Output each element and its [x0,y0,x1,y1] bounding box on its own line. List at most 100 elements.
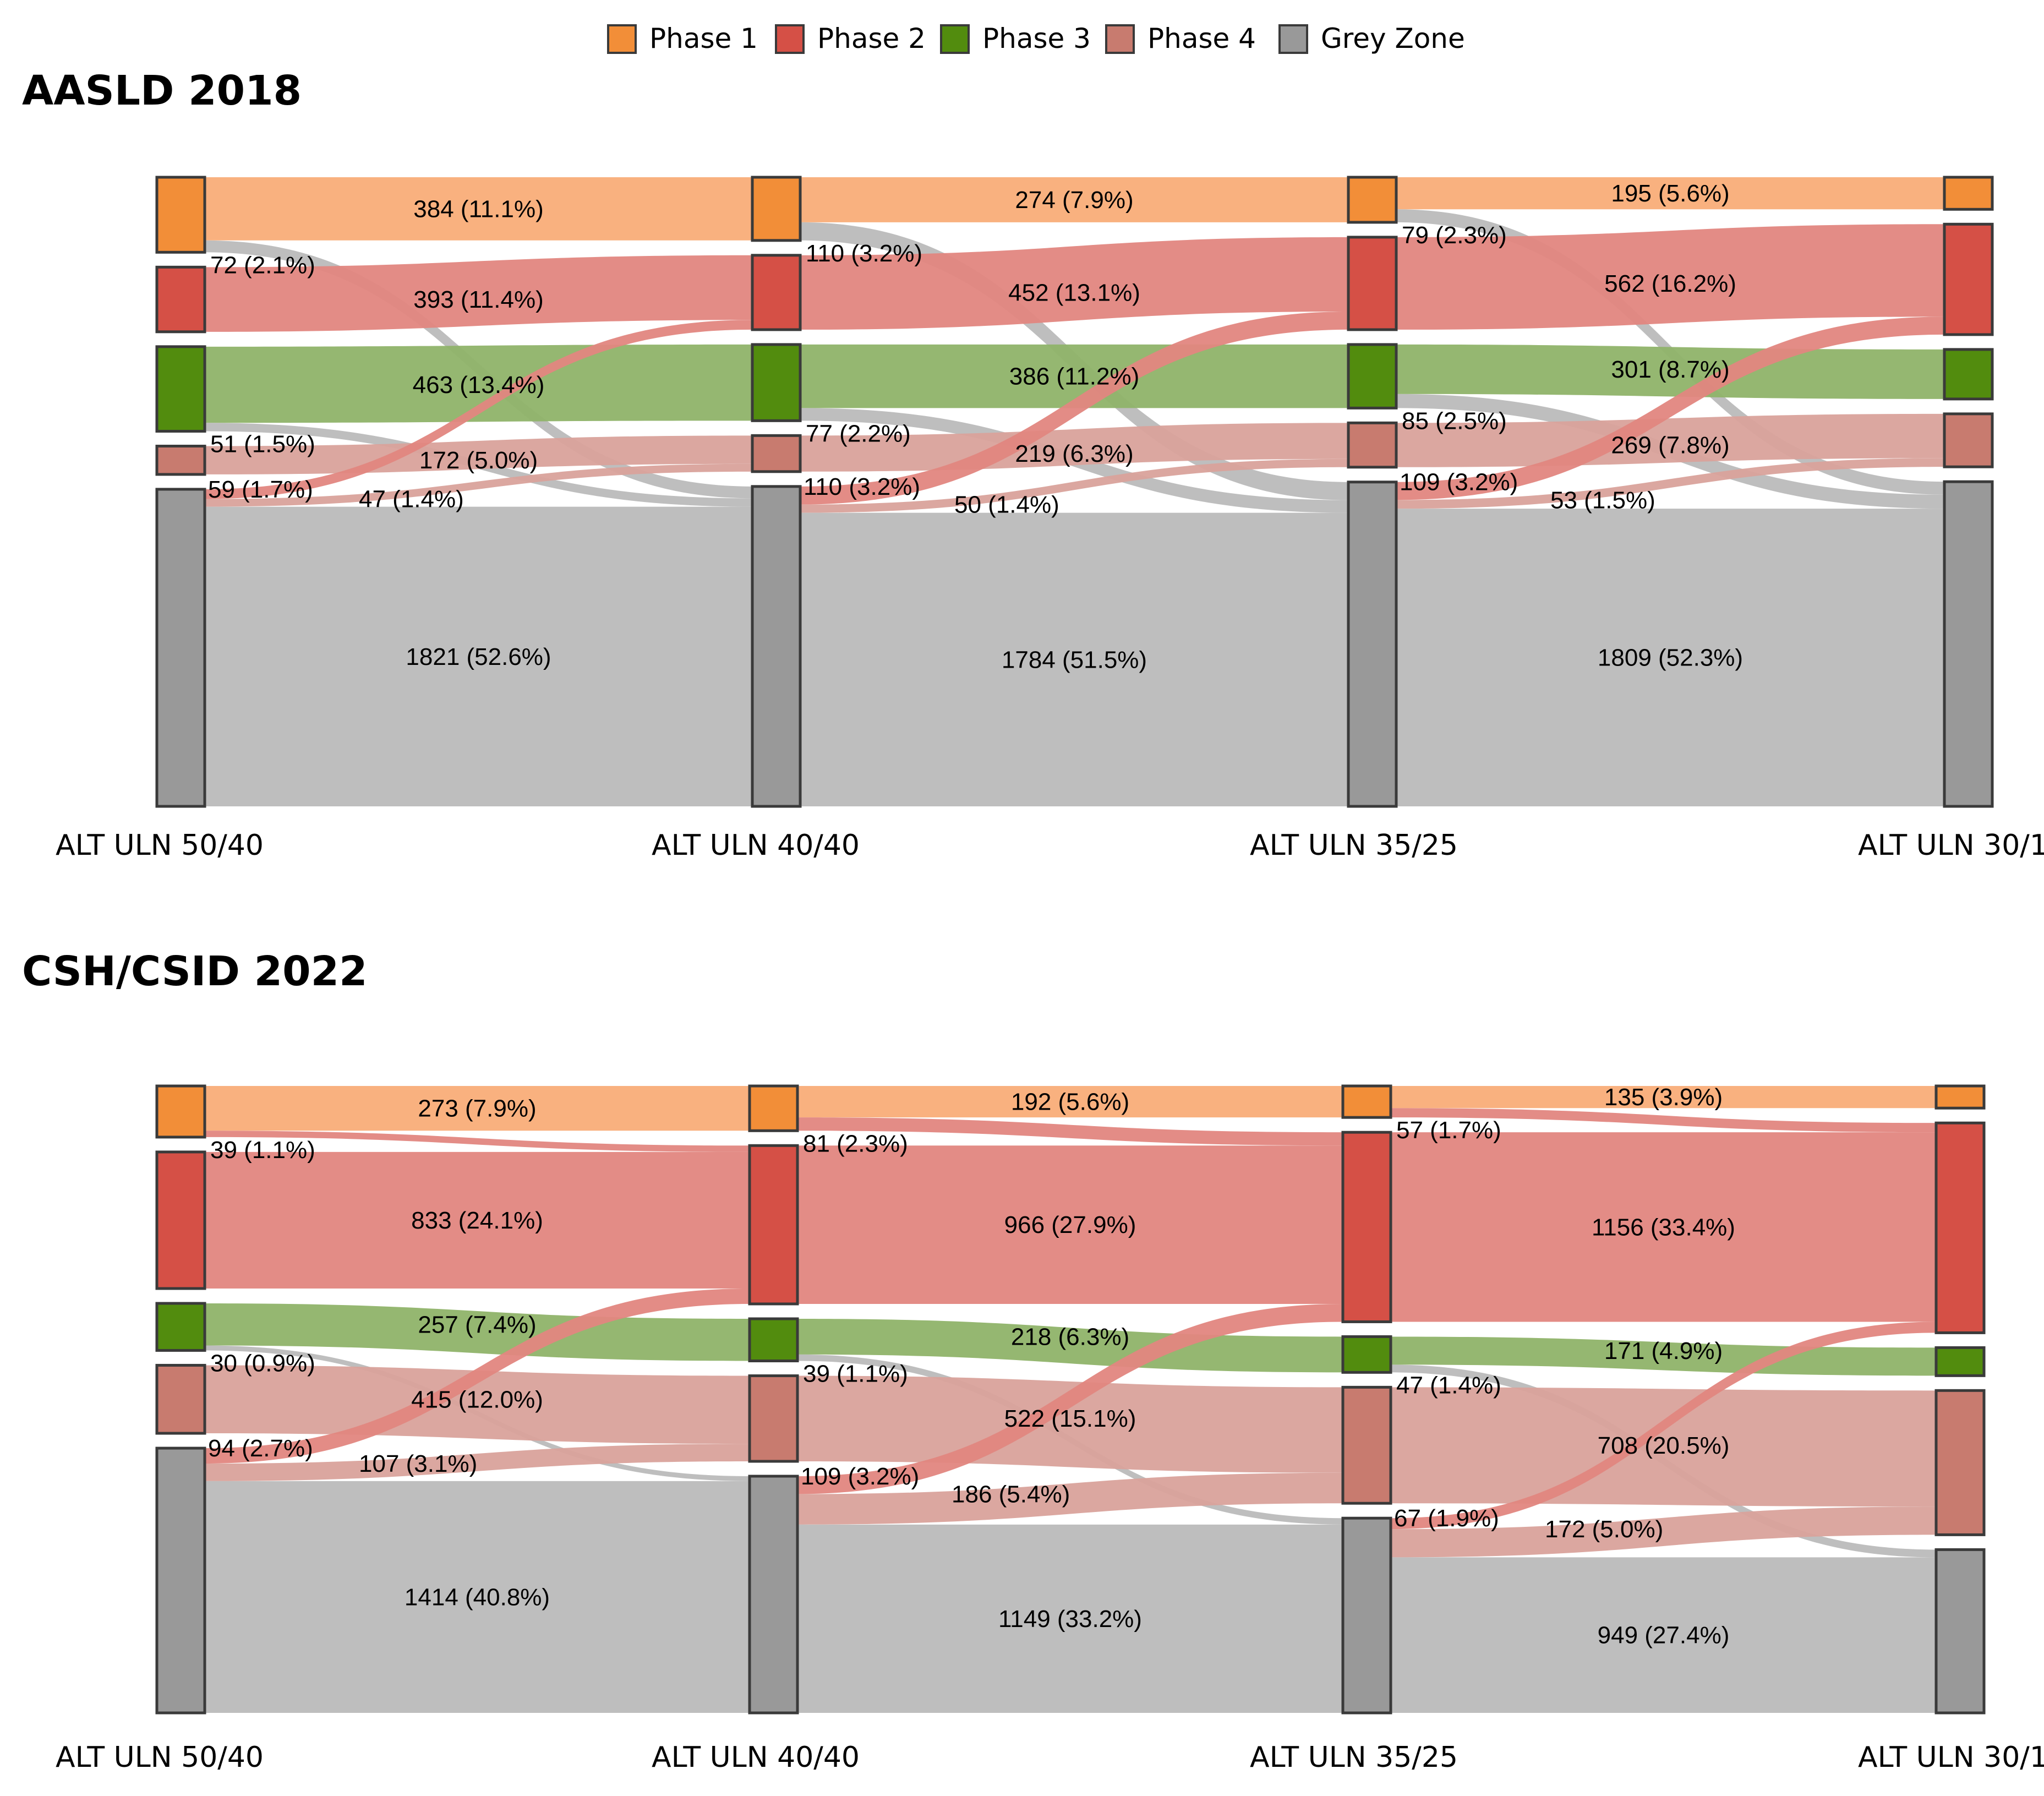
flow-label: 562 (16.2%) [1604,270,1736,297]
flow-gz-to-gz [1391,1557,1936,1713]
node-p4-col-1 [155,1363,206,1435]
legend-swatch-p3 [940,24,970,54]
node-p1-col-3 [1347,176,1398,224]
flow-gz-to-p4 [1396,458,1944,509]
flow-label: 171 (4.9%) [1604,1338,1723,1364]
flow-p2-to-p2 [205,1151,750,1289]
flow-gz-to-p4 [797,1472,1343,1525]
column-label: ALT ULN 50/40 [56,1741,264,1774]
flow-p4-to-p4 [800,423,1348,472]
node-p3-col-3 [1341,1335,1392,1374]
node-p2-col-1 [155,265,206,334]
flow-label: 67 (1.9%) [1394,1505,1499,1532]
flow-gz-to-p2 [205,1288,750,1464]
flow-p1-to-p2 [1391,1108,1936,1133]
flow-label: 219 (6.3%) [1015,440,1133,467]
flow-label: 110 (3.2%) [806,240,922,267]
flow-label: 393 (11.4%) [413,286,543,313]
node-p1-col-2 [748,1084,799,1132]
flow-label: 47 (1.4%) [1396,1372,1501,1399]
flow-label: 269 (7.8%) [1611,432,1729,459]
column-label: ALT ULN 35/25 [1250,829,1458,862]
flow-p1-to-p1 [797,1086,1343,1118]
node-p4-col-1 [155,444,206,476]
flow-p1-to-p1 [1391,1086,1936,1109]
flow-label: 301 (8.7%) [1611,356,1729,383]
node-p4-col-3 [1341,1385,1392,1505]
legend-swatch-p4 [1105,24,1135,54]
flow-p4-to-p4 [205,435,752,474]
flow-label: 218 (6.3%) [1011,1323,1129,1350]
links [205,177,1944,806]
flow-label: 172 (5.0%) [419,447,538,474]
flow-p1-to-p1 [205,177,752,241]
node-p2-col-3 [1341,1131,1392,1323]
flow-p1-to-p2 [205,1131,750,1152]
legend-label-p2: Phase 2 [817,23,926,54]
node-p3-col-4 [1934,1346,1986,1377]
node-p4-col-2 [751,434,802,473]
flow-label: 949 (27.4%) [1598,1622,1730,1649]
flow-label: 47 (1.4%) [359,486,464,513]
flow-p4-to-p4 [797,1375,1343,1473]
flow-p3-to-p3 [1391,1336,1936,1376]
flow-gz-to-p4 [800,458,1348,513]
node-p3-col-2 [751,343,802,422]
legend-label-gz: Grey Zone [1321,23,1465,54]
node-gz-col-1 [155,488,206,808]
flow-label: 30 (0.9%) [210,1350,315,1377]
column-label: ALT ULN 35/25 [1250,1741,1458,1774]
column-label: ALT ULN 40/40 [652,1741,860,1774]
flow-label: 110 (3.2%) [804,473,920,500]
flow-label: 51 (1.5%) [210,430,315,457]
node-p3-col-1 [155,345,206,433]
flow-gz-to-p2 [205,320,752,499]
node-p2-col-4 [1934,1121,1986,1334]
flow-label: 172 (5.0%) [1545,1516,1663,1543]
flow-gz-to-gz [205,506,752,806]
flow-p1-to-p1 [205,1086,750,1131]
node-gz-col-3 [1347,481,1398,808]
flow-gz-to-p2 [800,312,1348,505]
column-label: ALT ULN 50/40 [56,829,264,862]
flow-label: 273 (7.9%) [418,1095,536,1122]
flow-label: 1784 (51.5%) [1002,646,1147,673]
legend: Phase 1 Phase 2 Phase 3 Phase 4 Grey Zone [607,23,1465,54]
node-p1-col-2 [751,176,802,242]
flow-p4-to-p4 [1396,413,1944,467]
column-label: ALT ULN 30/19 [1858,1741,2044,1774]
flow-gz-to-gz [797,1524,1343,1713]
flow-label: 135 (3.9%) [1604,1084,1723,1111]
node-p2-col-2 [748,1144,799,1306]
link-labels: 273 (7.9%) 39 (1.1%) 833 (24.1%) 257 (7.4%)… [208,1084,1735,1649]
node-p2-col-4 [1943,222,1994,336]
flow-label: 833 (24.1%) [411,1207,543,1234]
node-p4-col-4 [1943,412,1994,468]
flow-p1-to-p1 [800,177,1348,222]
node-p3-col-4 [1943,348,1994,401]
flow-label: 257 (7.4%) [418,1311,536,1338]
node-p1-col-1 [155,1084,206,1139]
node-p2-col-1 [155,1150,206,1290]
flow-label: 57 (1.7%) [1396,1117,1501,1144]
flow-label: 1156 (33.4%) [1592,1214,1735,1241]
panel-title: CSH/CSID 2022 [22,948,368,995]
node-p1-col-4 [1934,1084,1986,1110]
flow-label: 192 (5.6%) [1011,1089,1129,1116]
flow-label: 85 (2.5%) [1402,407,1507,434]
flow-label: 1414 (40.8%) [405,1584,550,1611]
flow-p1-to-p1 [1396,177,1944,210]
flow-label: 107 (3.1%) [359,1450,477,1477]
flow-label: 39 (1.1%) [803,1361,908,1388]
sankey-panel-1: AASLD 2018 384 (11.1%) 72 (2.1%) 393 (11.4%… [22,67,2044,862]
flow-gz-to-p4 [205,463,752,507]
node-gz-col-4 [1934,1548,1986,1715]
flow-gz-to-gz [800,512,1348,806]
node-p1-col-4 [1943,176,1994,211]
node-p1-col-3 [1341,1084,1392,1119]
flow-label: 59 (1.7%) [208,476,313,503]
link-labels: 384 (11.1%) 72 (2.1%) 393 (11.4%) 463 (13.4… [208,180,1743,673]
node-p3-col-1 [155,1302,206,1352]
legend-label-p4: Phase 4 [1147,23,1256,54]
